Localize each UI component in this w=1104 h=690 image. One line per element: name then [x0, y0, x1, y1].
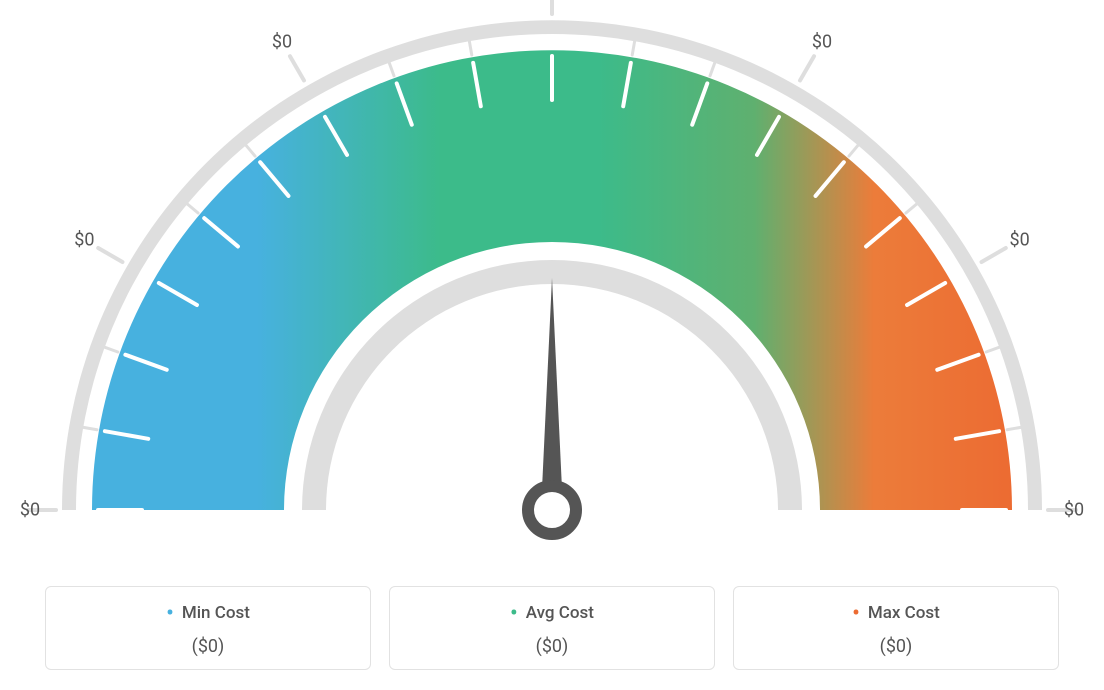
legend-max-value: ($0): [744, 636, 1048, 657]
gauge-axis-label: $0: [1064, 500, 1084, 521]
legend-avg: Avg Cost ($0): [389, 586, 715, 670]
gauge-axis-label: $0: [812, 32, 832, 53]
legend-min-label: Min Cost: [56, 601, 360, 626]
legend-max-label: Max Cost: [744, 601, 1048, 626]
gauge-chart: $0$0$0$0$0$0$0: [0, 0, 1104, 560]
gauge-axis-label: $0: [272, 32, 292, 53]
legend-min: Min Cost ($0): [45, 586, 371, 670]
gauge-svg: [0, 0, 1104, 560]
legend-avg-value: ($0): [400, 636, 704, 657]
gauge-axis-label: $0: [74, 230, 94, 251]
gauge-axis-label: $0: [1010, 230, 1030, 251]
legend-max: Max Cost ($0): [733, 586, 1059, 670]
legend-avg-label: Avg Cost: [400, 601, 704, 626]
legend-min-value: ($0): [56, 636, 360, 657]
legend-row: Min Cost ($0) Avg Cost ($0) Max Cost ($0…: [0, 586, 1104, 670]
cost-gauge-container: $0$0$0$0$0$0$0 Min Cost ($0) Avg Cost ($…: [0, 0, 1104, 690]
gauge-axis-label: $0: [20, 500, 40, 521]
